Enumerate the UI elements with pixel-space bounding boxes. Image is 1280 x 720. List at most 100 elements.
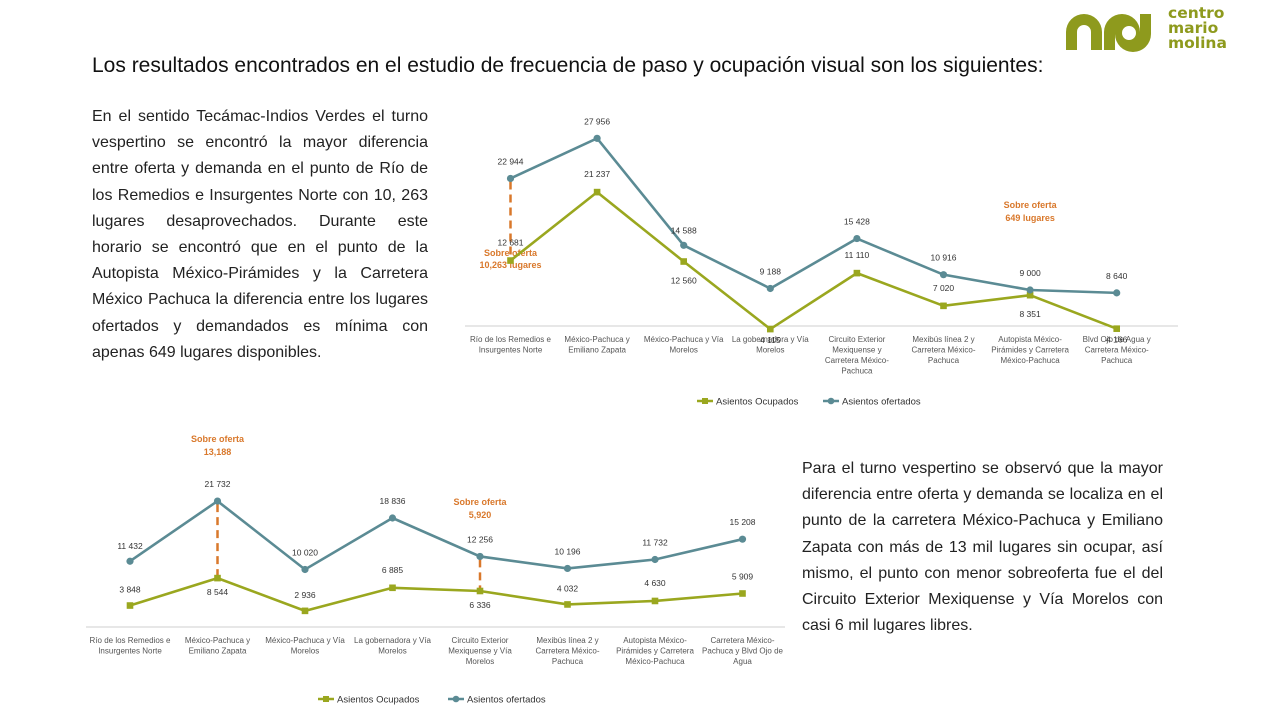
data-point-ocupados xyxy=(507,257,514,264)
x-tick-label-line: México-Pachuca xyxy=(625,657,685,666)
data-label-ofertados: 27 956 xyxy=(584,116,610,126)
data-label-ofertados: 10 916 xyxy=(931,253,957,263)
data-label-ocupados: 8 544 xyxy=(207,587,229,597)
data-label-ocupados: 7 020 xyxy=(933,283,955,293)
x-tick-label: México-Pachuca y Emiliano Zapata xyxy=(185,636,250,656)
data-point-ocupados xyxy=(301,607,309,615)
data-label-ocupados: 6 885 xyxy=(382,565,404,575)
x-tick-label-line: Carretera México- xyxy=(1085,346,1149,355)
data-label-ofertados: 10 196 xyxy=(555,546,581,556)
x-tick-label: Blvd Ojo de Agua y Carretera México-Pachu… xyxy=(1083,335,1151,365)
x-tick-label-line: Morelos xyxy=(669,346,697,355)
data-label-ofertados: 14 588 xyxy=(671,225,697,235)
data-point-ofertados xyxy=(476,552,484,561)
x-tick-label: México-Pachuca y Emiliano Zapata xyxy=(564,335,629,355)
logo-line-2: mario xyxy=(1168,19,1219,37)
x-tick-label: Carretera México- Pachuca y Blvd Ojo de Ag… xyxy=(702,636,783,666)
logo-mark-icon xyxy=(1066,14,1152,52)
gap-annotation-label: Sobre oferta xyxy=(191,434,245,444)
legend-marker-ocupados xyxy=(323,696,329,702)
gap-annotation-label: Sobre oferta xyxy=(1004,200,1058,210)
x-tick-label-line: Mexiquense y Vía xyxy=(448,647,512,656)
data-point-ofertados xyxy=(766,284,774,293)
x-tick-label-line: Blvd Ojo de Agua y xyxy=(1083,335,1151,344)
data-label-ocupados: 5 909 xyxy=(732,571,754,581)
x-tick-label-line: México-Pachuca y Vía xyxy=(265,636,345,645)
data-label-ofertados: 15 428 xyxy=(844,217,870,227)
series-line-ofertados xyxy=(129,499,743,572)
data-point-ofertados xyxy=(126,557,134,565)
data-point-ocupados xyxy=(940,302,947,310)
analysis-paragraph-1: En el sentido Tecámac-Indios Verdes el t… xyxy=(92,108,428,361)
data-label-ocupados: 2 936 xyxy=(294,590,316,600)
x-tick-label: Autopista México- Pirámides y Carretera Mé… xyxy=(616,636,694,666)
x-tick-label-line: Agua xyxy=(733,657,752,666)
x-tick-label-line: Autopista México- xyxy=(623,636,687,645)
x-tick-label-line: Morelos xyxy=(378,647,406,656)
x-tick-label-line: Carretera México- xyxy=(911,346,975,355)
x-tick-label-line: La gobernadora y Vía xyxy=(732,335,809,344)
x-tick-label-line: Pachuca xyxy=(928,356,960,365)
data-point-ocupados xyxy=(651,597,659,605)
gap-annotation-label: 13,188 xyxy=(204,447,232,457)
x-tick-label: Mexibús línea 2 y Carretera México-Pachuc… xyxy=(911,335,975,365)
x-tick-label: Río de los Remedios e Insurgentes Norte xyxy=(470,335,551,355)
x-tick-label-line: La gobernadora y Vía xyxy=(354,636,431,645)
data-label-ofertados: 11 732 xyxy=(642,537,668,547)
series-line-ocupados xyxy=(509,190,1118,331)
x-tick-label-line: Carretera México- xyxy=(535,647,599,656)
data-point-ofertados xyxy=(853,234,861,243)
series-line-ocupados xyxy=(129,576,743,613)
x-tick-label-line: Pirámides y Carretera xyxy=(616,647,694,656)
x-tick-label-line: Insurgentes Norte xyxy=(479,346,543,355)
x-tick-label: Autopista México- Pirámides y Carretera Mé… xyxy=(991,335,1069,365)
data-point-ocupados xyxy=(767,325,774,333)
data-point-ocupados xyxy=(739,590,746,597)
data-label-ocupados: 11 110 xyxy=(845,250,870,260)
gap-annotation-label: 10,263 lugares xyxy=(479,260,541,270)
x-tick-label-line: Carretera México- xyxy=(825,356,889,365)
data-point-ocupados xyxy=(593,188,601,196)
page-title: Los resultados encontrados en el estudio… xyxy=(92,54,1044,77)
data-point-ofertados xyxy=(506,174,515,183)
gap-annotation-label: 649 lugares xyxy=(1005,213,1055,223)
x-tick-label-line: Mexiquense y xyxy=(832,346,881,355)
x-tick-label-line: Mexibús línea 2 y xyxy=(912,335,974,344)
x-tick-label-line: Circuito Exterior xyxy=(452,636,509,645)
x-tick-label-line: México-Pachuca y xyxy=(564,335,629,344)
x-tick-label: México-Pachuca y Vía Morelos xyxy=(265,636,345,656)
data-label-ocupados: 12 681 xyxy=(498,238,524,248)
gap-annotation-label: Sobre oferta xyxy=(484,248,538,258)
x-tick-label-line: México-Pachuca y Vía xyxy=(644,335,724,344)
data-point-ocupados xyxy=(564,601,571,608)
data-label-ofertados: 22 944 xyxy=(498,156,524,166)
data-label-ofertados: 21 732 xyxy=(205,479,231,489)
legend-marker-ofertados xyxy=(452,695,460,703)
data-point-ofertados xyxy=(738,535,747,543)
x-tick-label: Circuito Exterior Mexiquense y Carretera M… xyxy=(825,335,889,376)
data-label-ocupados: 4 630 xyxy=(644,578,666,588)
data-label-ocupados: 4 115 xyxy=(760,335,781,345)
legend-marker-ofertados xyxy=(827,397,835,405)
x-tick-label-line: Pachuca xyxy=(1101,356,1133,365)
data-point-ofertados xyxy=(388,514,397,522)
x-tick-label: México-Pachuca y Vía Morelos xyxy=(644,335,724,355)
data-label-ofertados: 10 020 xyxy=(292,547,318,557)
x-tick-label-line: Morelos xyxy=(756,346,784,355)
series-line-ofertados xyxy=(509,136,1117,295)
data-point-ofertados xyxy=(680,241,688,249)
data-point-ofertados xyxy=(301,565,309,574)
data-label-ocupados: 4 032 xyxy=(557,583,579,593)
x-tick-label-line: Pirámides y Carretera xyxy=(991,346,1069,355)
gap-annotation-label: Sobre oferta xyxy=(453,497,507,507)
data-label-ocupados: 21 237 xyxy=(584,169,610,179)
data-point-ocupados xyxy=(214,574,221,582)
x-tick-label-line: Pachuca xyxy=(841,367,873,376)
data-label-ocupados: 3 848 xyxy=(119,585,141,595)
data-point-ofertados xyxy=(563,564,572,573)
data-label-ofertados: 18 836 xyxy=(380,496,406,506)
x-tick-label-line: Circuito Exterior xyxy=(828,335,885,344)
legend-label-ocupados: Asientos Ocupados xyxy=(337,695,420,706)
